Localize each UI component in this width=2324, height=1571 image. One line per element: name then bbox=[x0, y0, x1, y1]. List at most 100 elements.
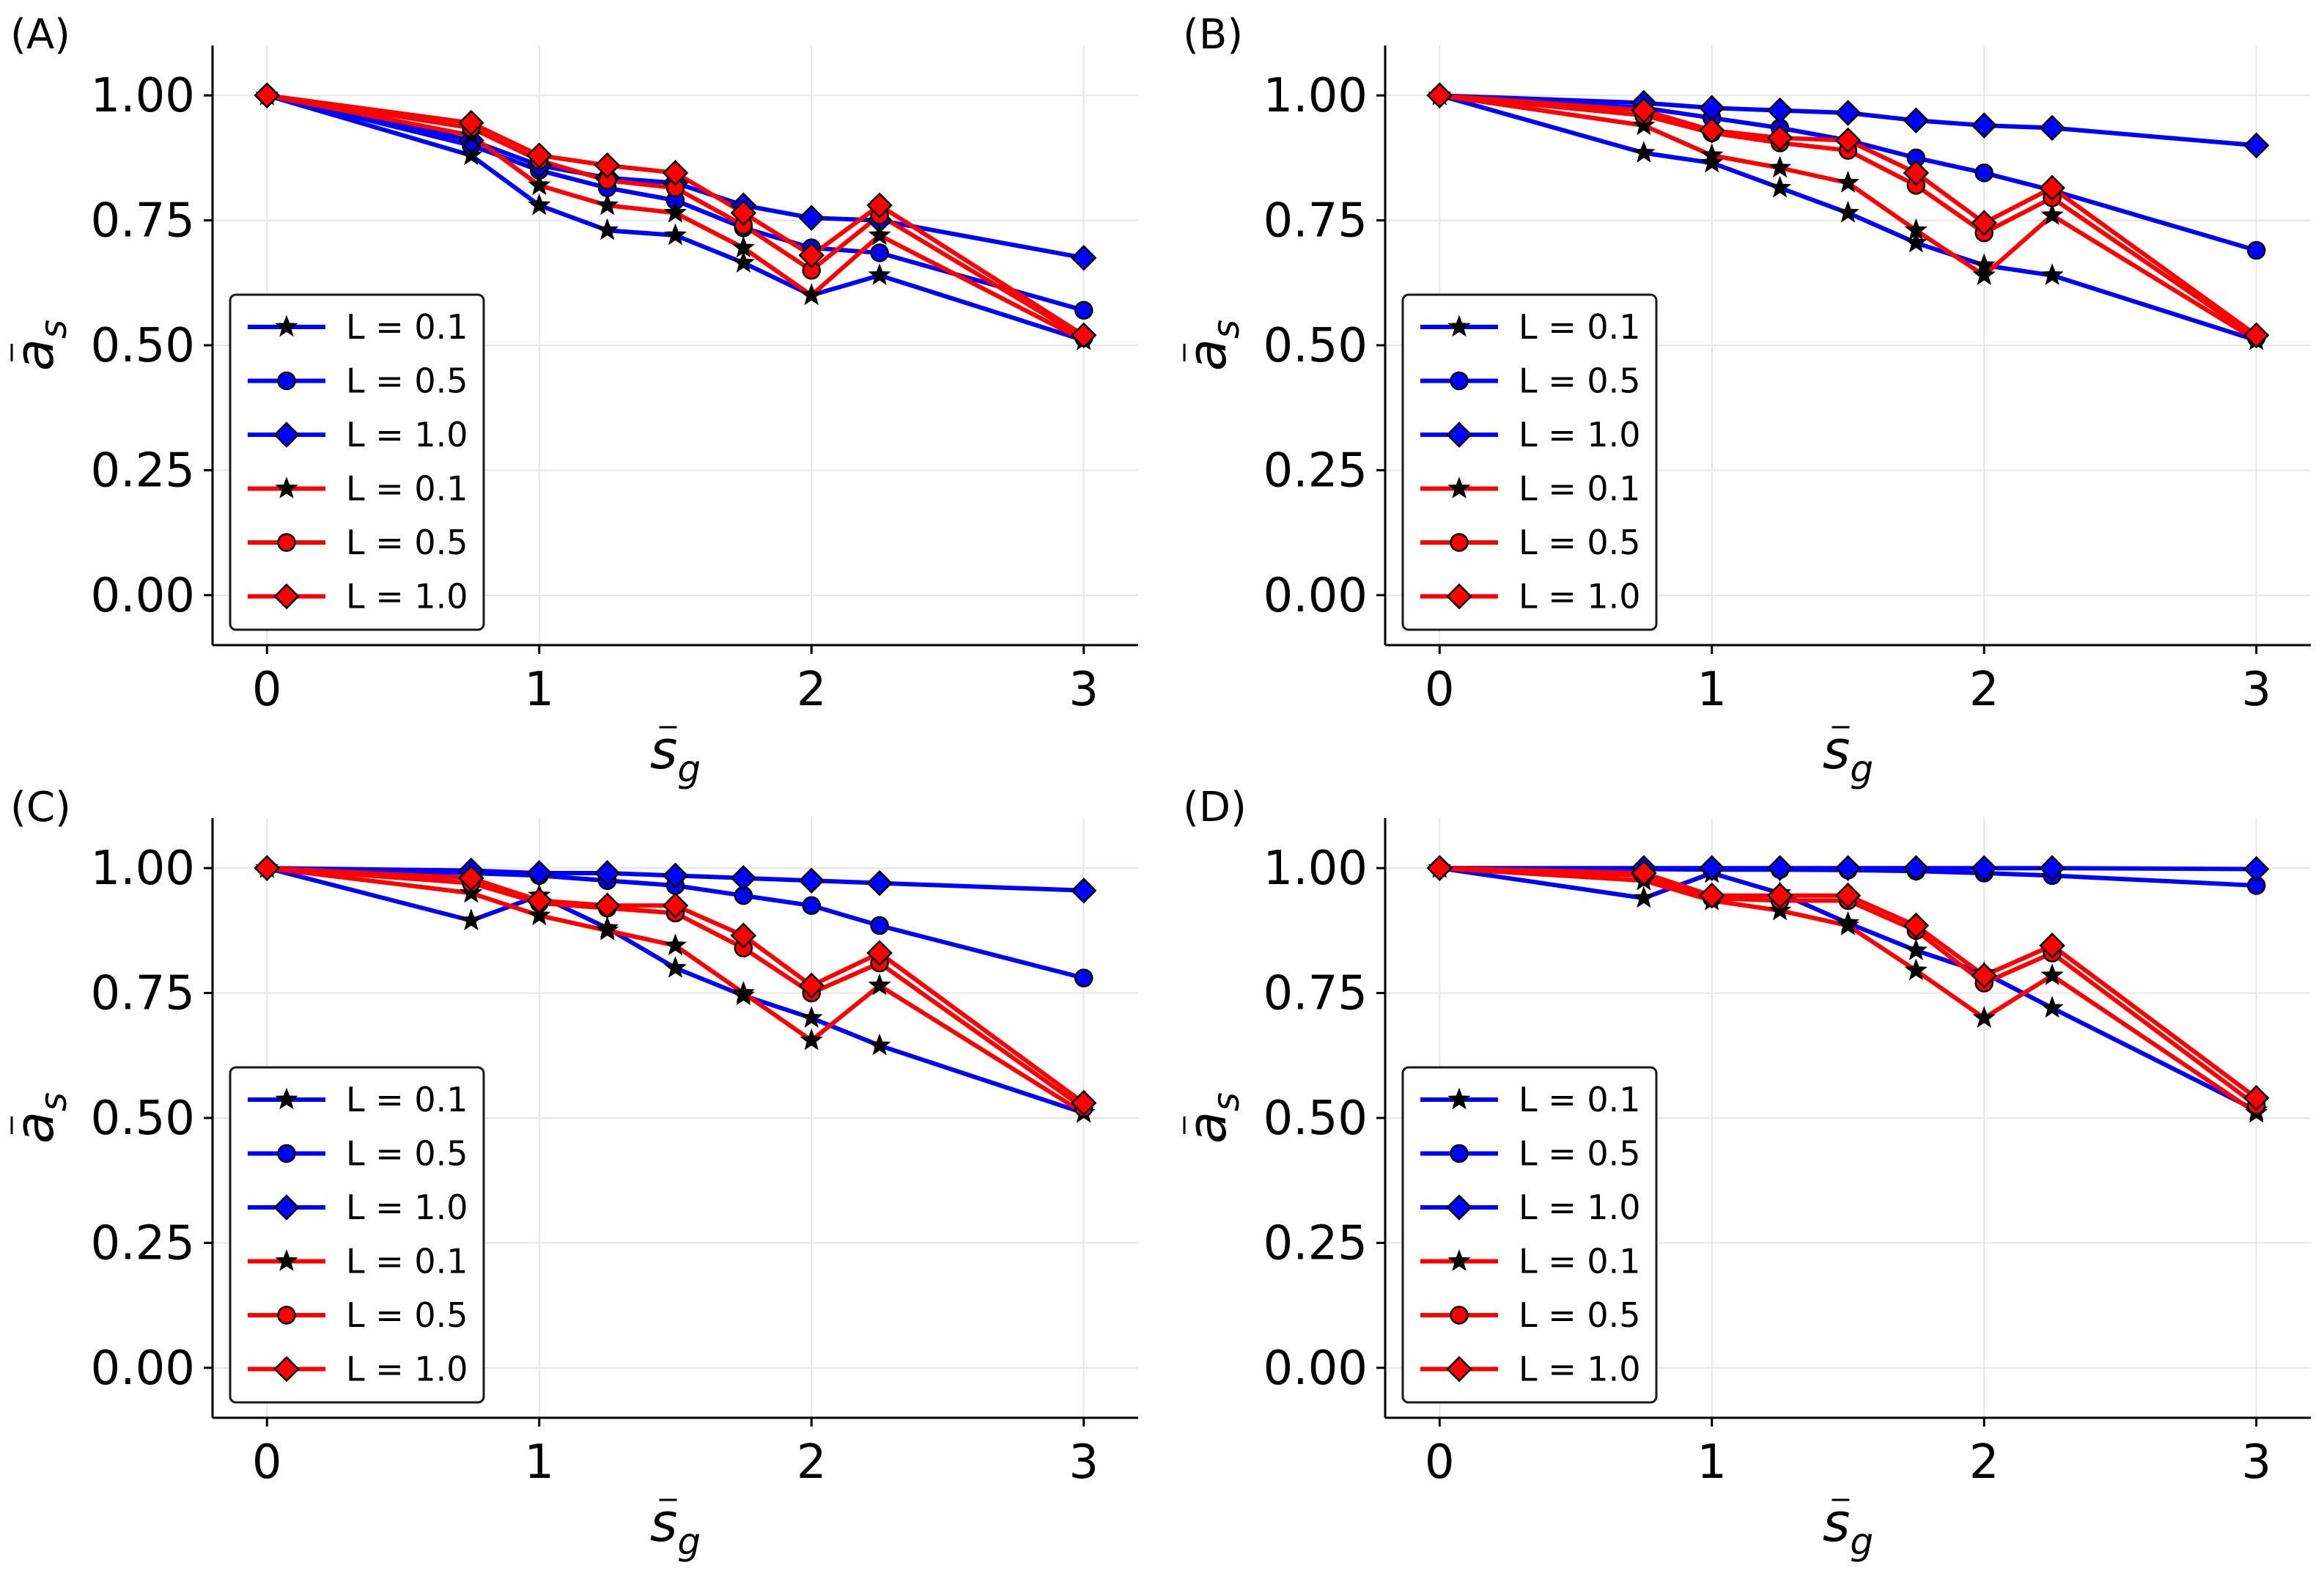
data-point bbox=[2040, 263, 2064, 285]
panel-label: (C) bbox=[10, 784, 71, 831]
y-tick-label: 0.75 bbox=[91, 967, 196, 1021]
data-point bbox=[1700, 143, 1724, 166]
data-point bbox=[800, 1006, 823, 1028]
data-point bbox=[1834, 127, 1862, 154]
data-point bbox=[525, 887, 553, 914]
data-point bbox=[458, 865, 484, 891]
data-point bbox=[802, 896, 821, 916]
legend-label: L = 1.0 bbox=[346, 415, 468, 455]
data-point bbox=[1768, 175, 1792, 198]
data-point bbox=[1903, 107, 1930, 134]
legend-label: L = 0.5 bbox=[1519, 361, 1641, 401]
data-point bbox=[663, 933, 687, 956]
data-point bbox=[663, 223, 687, 246]
data-point bbox=[2243, 132, 2270, 159]
data-point bbox=[1766, 125, 1793, 151]
data-point bbox=[594, 152, 621, 179]
legend-marker bbox=[1447, 1087, 1471, 1110]
y-axis-label: as bbox=[4, 320, 75, 371]
data-point bbox=[1698, 117, 1725, 144]
data-point bbox=[1768, 155, 1792, 178]
legend-label: L = 1.0 bbox=[346, 1188, 468, 1227]
legend-label: L = 0.1 bbox=[346, 469, 468, 509]
data-point bbox=[254, 855, 281, 881]
y-axis-label-base: a bbox=[4, 1111, 65, 1144]
data-point bbox=[1766, 882, 1793, 909]
y-axis-label-sub: s bbox=[1205, 1092, 1247, 1111]
data-point bbox=[1766, 855, 1793, 881]
data-point bbox=[798, 242, 825, 269]
data-point bbox=[798, 205, 825, 231]
y-tick-label: 0.75 bbox=[91, 194, 196, 249]
data-point bbox=[2243, 1084, 2270, 1111]
data-point bbox=[1904, 218, 1928, 240]
y-axis-label: as bbox=[4, 1092, 75, 1144]
legend-label: L = 1.0 bbox=[1519, 415, 1641, 455]
data-point bbox=[1836, 200, 1860, 223]
data-point bbox=[662, 160, 689, 186]
data-point bbox=[2246, 240, 2266, 260]
data-point bbox=[1972, 263, 1996, 285]
y-tick-label: 0.25 bbox=[91, 1216, 196, 1270]
y-tick-label: 0.50 bbox=[91, 1092, 196, 1146]
x-tick-label: 1 bbox=[524, 1435, 554, 1490]
y-tick-label: 1.00 bbox=[1264, 69, 1368, 123]
x-tick-label: 2 bbox=[797, 663, 827, 717]
legend-label: L = 0.1 bbox=[346, 1080, 468, 1119]
legend-label: L = 0.5 bbox=[1519, 1134, 1641, 1174]
data-point bbox=[1070, 1089, 1097, 1116]
legend-label: L = 1.0 bbox=[1519, 1350, 1641, 1389]
legend-marker bbox=[275, 477, 298, 498]
y-tick-label: 0.00 bbox=[91, 1342, 196, 1396]
data-point bbox=[596, 193, 619, 216]
data-point bbox=[730, 865, 757, 891]
data-point bbox=[1836, 913, 1860, 935]
legend-label: L = 0.5 bbox=[1519, 1295, 1641, 1335]
y-tick-label: 0.25 bbox=[91, 444, 196, 498]
data-point bbox=[730, 922, 757, 949]
data-point bbox=[1903, 160, 1930, 186]
x-tick-label: 3 bbox=[2241, 663, 2271, 717]
x-axis-label-text: sg bbox=[1823, 1492, 1873, 1563]
y-axis-label-text: as bbox=[1176, 1092, 1247, 1144]
x-tick-label: 1 bbox=[1697, 1435, 1727, 1490]
legend-label: L = 1.0 bbox=[346, 577, 468, 617]
x-axis-label-text: sg bbox=[1823, 719, 1873, 790]
data-point bbox=[1904, 230, 1928, 253]
legend: L = 0.1 L = 0.5 L = 1.0 L = 0.1 L = 0.5 L = 1… bbox=[1401, 293, 1658, 631]
x-tick-label: 2 bbox=[1969, 1435, 1999, 1490]
legend-label: L = 0.5 bbox=[346, 523, 468, 562]
legend-marker bbox=[277, 533, 296, 552]
legend-label: L = 1.0 bbox=[1519, 1188, 1641, 1227]
data-point bbox=[2039, 855, 2065, 881]
y-axis-label-sub: s bbox=[32, 1092, 75, 1111]
x-tick-label: 0 bbox=[252, 663, 282, 717]
data-point bbox=[1834, 882, 1862, 909]
series-2-markers bbox=[254, 855, 1097, 904]
x-axis-label-sub: g bbox=[677, 1520, 701, 1563]
legend-marker bbox=[1446, 583, 1472, 610]
y-tick-label: 0.25 bbox=[1264, 1216, 1368, 1270]
x-axis-label-text: sg bbox=[650, 719, 701, 790]
data-point bbox=[1698, 882, 1725, 909]
x-axis-label: sg bbox=[650, 719, 701, 790]
data-point bbox=[1070, 322, 1097, 349]
legend-marker bbox=[1446, 422, 1472, 448]
panel-label: (B) bbox=[1183, 11, 1243, 59]
legend-marker bbox=[1450, 371, 1469, 391]
data-point bbox=[1903, 855, 1930, 881]
data-point bbox=[1070, 878, 1097, 904]
data-point bbox=[1971, 210, 1998, 236]
x-tick-label: 0 bbox=[1425, 663, 1455, 717]
data-point bbox=[528, 193, 551, 216]
series-5-markers bbox=[254, 855, 1097, 1116]
data-point bbox=[662, 862, 689, 889]
y-tick-label: 0.00 bbox=[1264, 569, 1368, 623]
data-point bbox=[663, 200, 687, 223]
y-tick-label: 0.50 bbox=[91, 319, 196, 373]
legend-label: L = 0.5 bbox=[346, 1295, 468, 1335]
legend-marker bbox=[1450, 1144, 1469, 1163]
